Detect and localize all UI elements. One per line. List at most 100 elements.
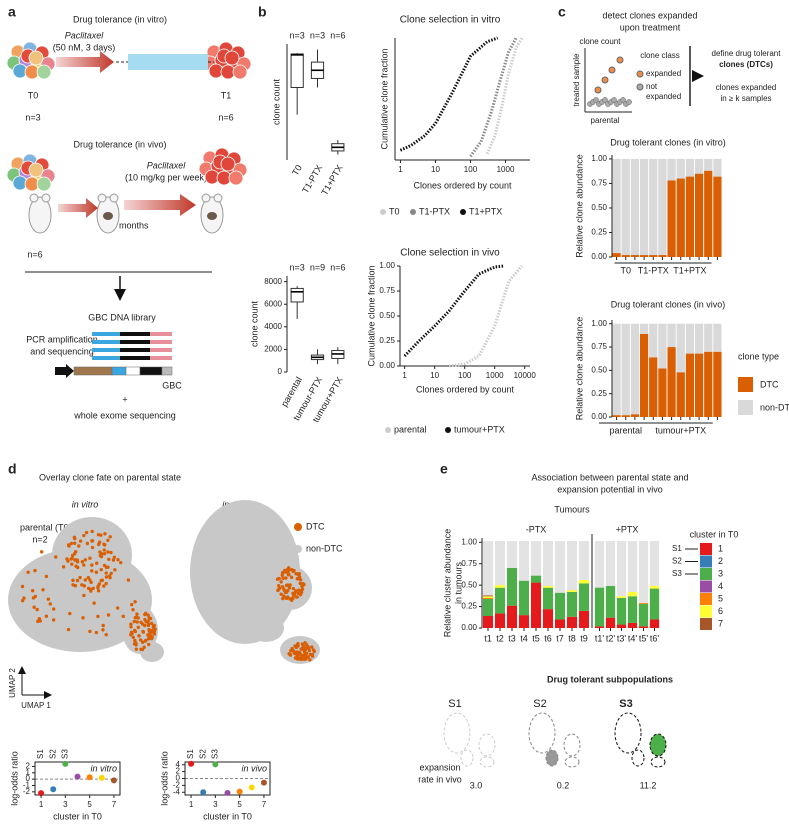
x-tick-label: t1' — [595, 633, 605, 643]
label: in vitro — [72, 499, 99, 509]
bar-segment — [694, 323, 704, 354]
dtc-cell — [126, 578, 131, 582]
bar-segment — [605, 617, 616, 628]
dtc-cell — [81, 616, 85, 620]
umap-cells — [248, 614, 284, 642]
y-tick-label: 1.00 — [379, 261, 395, 270]
y-axis-label: in tumours — [453, 561, 463, 604]
panel-letter: d — [8, 461, 17, 477]
label: S2 — [533, 698, 546, 710]
dtc-cell — [75, 578, 80, 583]
annotation: S1 — [36, 749, 45, 759]
point — [86, 774, 93, 781]
dtc-cell — [104, 575, 109, 579]
bar-segment — [685, 176, 695, 257]
legend-label: parental — [394, 424, 427, 434]
bar-segment — [578, 583, 590, 611]
x-axis-label: cluster in T0 — [53, 811, 102, 821]
dtc-cell — [89, 580, 93, 585]
label: 11.2 — [640, 780, 657, 790]
dtc-cell — [80, 559, 85, 564]
bar-segment — [621, 323, 630, 416]
barcode — [120, 340, 150, 344]
dtc-cell — [82, 563, 86, 567]
arrow — [56, 51, 114, 73]
dtc-cell — [89, 589, 93, 593]
label: detect clones expanded — [602, 10, 697, 20]
chart-title: Drug tolerant clones (in vivo) — [611, 299, 726, 309]
dtc-cell — [96, 532, 101, 537]
y-tick-label: 0.50 — [461, 580, 477, 589]
legend-label: 7 — [718, 618, 723, 628]
x-tick-label: 10000 — [514, 371, 537, 380]
legend-label: T1-PTX — [419, 206, 450, 216]
label: treated sample — [572, 53, 581, 106]
annotation: S1 — [186, 749, 195, 759]
x-tick-label: 7 — [262, 800, 267, 809]
legend-annotation: S2 — [672, 557, 682, 566]
annotation: S3 — [60, 749, 69, 759]
label: Paclitaxel — [65, 30, 105, 40]
dtc-cell — [44, 614, 49, 618]
bar-segment — [566, 592, 578, 617]
box — [290, 53, 304, 88]
dtc-cell — [99, 578, 103, 583]
bar-segment — [612, 415, 621, 417]
x-tick-label: 1 — [402, 371, 407, 380]
subpop-outline — [479, 756, 495, 768]
dtc-cell — [146, 613, 150, 617]
barcode — [120, 356, 150, 360]
bar-segment — [630, 255, 640, 257]
dtc-cell — [304, 651, 309, 656]
bar-background — [627, 541, 638, 628]
x-tick-label: t2 — [496, 633, 504, 643]
y-tick-label: 0.75 — [379, 286, 395, 295]
dtc-cell — [310, 645, 314, 649]
dtc-cell — [90, 539, 95, 543]
dtc-cell — [304, 646, 308, 650]
bar-background — [638, 541, 649, 628]
cell — [232, 64, 248, 80]
dtc-cell — [299, 647, 303, 651]
dtc-cell — [104, 581, 108, 586]
dtc-cell — [115, 606, 120, 610]
y-tick-label: 8000 — [264, 277, 282, 286]
dtc-cell — [281, 596, 285, 601]
dtc-cell — [291, 591, 295, 596]
dtc-cell — [277, 583, 281, 588]
barcode — [150, 332, 172, 336]
label: and sequencing — [30, 346, 94, 356]
bar-segment — [612, 253, 621, 257]
label: expansion potential in vivo — [557, 484, 663, 494]
dtc-cell — [282, 588, 287, 593]
bar-segment — [506, 568, 518, 606]
dtc-cell — [66, 559, 70, 563]
point — [38, 790, 45, 797]
bar-segment — [676, 372, 685, 417]
dtc-cell — [92, 601, 96, 605]
dtc-cell — [296, 644, 300, 648]
dtc-cell — [22, 596, 26, 600]
y-tick-label: -4 — [173, 787, 181, 796]
dtc-cell — [103, 543, 107, 547]
label: n=6 — [218, 112, 233, 122]
subpop-outline — [650, 756, 666, 768]
y-axis-label: Relative cluster abundance — [442, 529, 452, 638]
group-label: T0 — [620, 265, 631, 275]
dtc-cell — [26, 570, 30, 574]
facet-title: +PTX — [616, 524, 639, 534]
dtc-cell — [99, 567, 103, 572]
x-tick-label: 5 — [87, 800, 92, 809]
dtc-cell — [289, 575, 294, 580]
barcode — [92, 348, 120, 352]
bar-segment — [649, 158, 658, 256]
bar-segment — [639, 333, 649, 417]
x-tick-label: 100 — [464, 165, 478, 174]
x-tick-label: 7 — [112, 800, 117, 809]
dtc-cell — [132, 628, 137, 633]
dtc-cell — [133, 600, 137, 604]
label: 0.2 — [557, 780, 570, 790]
dtc-cell — [72, 541, 77, 545]
facet-title: -PTX — [526, 524, 547, 534]
bar-segment — [638, 603, 649, 604]
